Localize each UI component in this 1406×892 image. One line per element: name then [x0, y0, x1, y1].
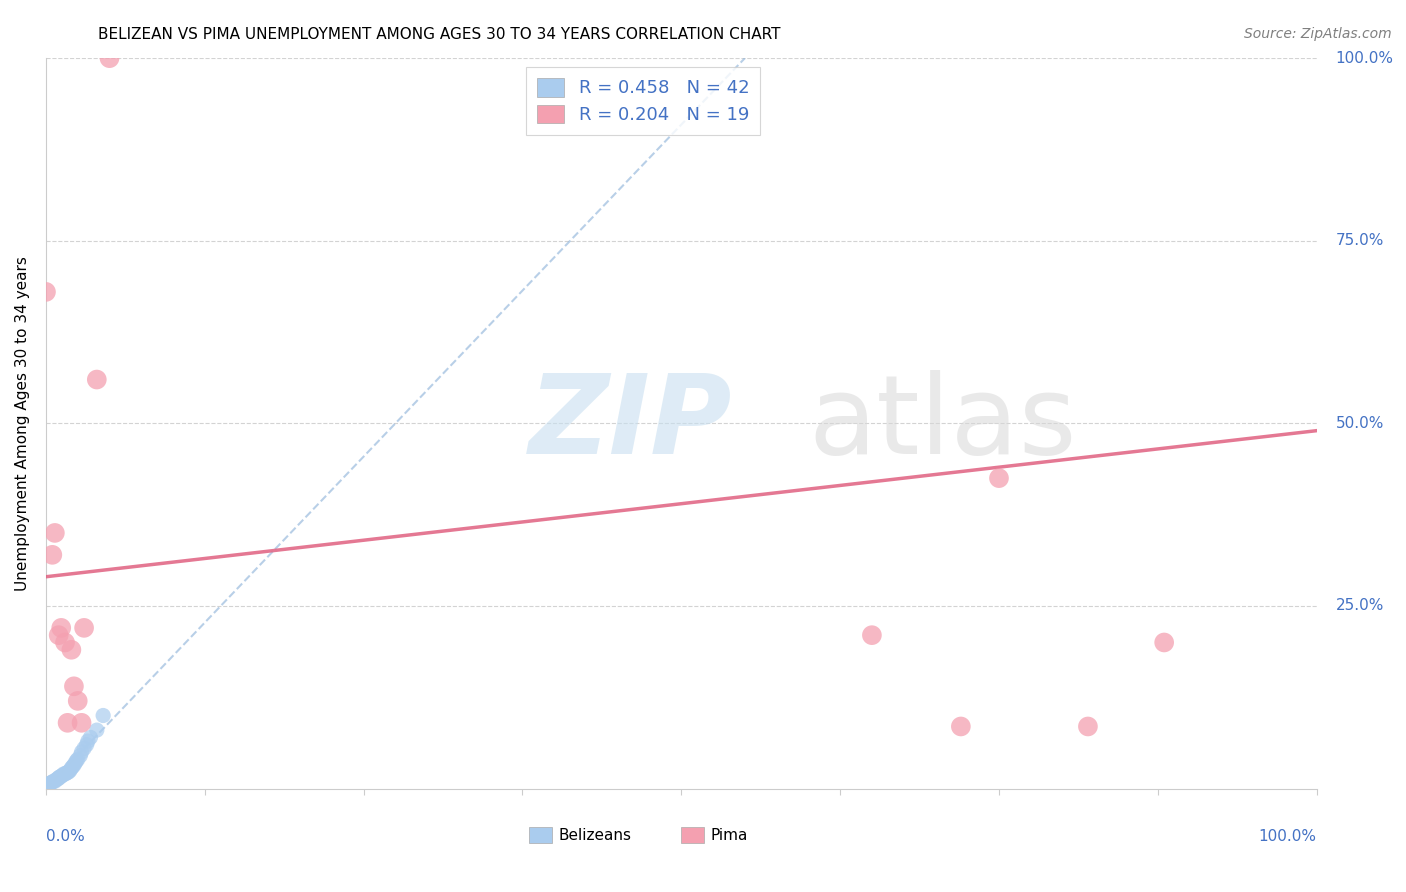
Point: [48, 772, 70, 786]
Point: [51, 621, 73, 635]
Point: [42, 774, 65, 789]
Point: [46, 772, 69, 786]
Point: [79, 731, 101, 745]
Point: [86, 723, 108, 738]
Point: [59, 764, 82, 778]
Point: [49, 770, 72, 784]
Point: [44, 774, 66, 789]
Point: [66, 694, 89, 708]
Point: [48, 771, 70, 785]
Point: [41, 548, 63, 562]
Point: [35, 781, 58, 796]
Text: Belizeans: Belizeans: [558, 828, 631, 843]
Point: [73, 741, 96, 756]
Point: [1153, 635, 1175, 649]
Bar: [682, 827, 704, 843]
Point: [63, 756, 86, 770]
Point: [35, 781, 58, 796]
Point: [91, 708, 114, 723]
Point: [35, 781, 58, 796]
Text: 100.0%: 100.0%: [1258, 829, 1316, 844]
Legend: R = 0.458   N = 42, R = 0.204   N = 19: R = 0.458 N = 42, R = 0.204 N = 19: [526, 67, 761, 135]
Point: [55, 766, 77, 780]
Point: [1077, 719, 1099, 733]
Point: [949, 719, 972, 733]
Point: [44, 525, 66, 540]
Point: [51, 768, 73, 782]
Point: [988, 471, 1011, 485]
Point: [52, 767, 75, 781]
Point: [63, 679, 86, 693]
Y-axis label: Unemployment Among Ages 30 to 34 years: Unemployment Among Ages 30 to 34 years: [15, 256, 30, 591]
Point: [56, 715, 79, 730]
Point: [35, 780, 58, 794]
Point: [66, 752, 89, 766]
Point: [60, 642, 83, 657]
Point: [56, 765, 79, 780]
Text: 100.0%: 100.0%: [1336, 51, 1393, 66]
Point: [70, 715, 93, 730]
Text: 50.0%: 50.0%: [1336, 416, 1384, 431]
Point: [69, 748, 91, 763]
Point: [35, 781, 58, 796]
Point: [48, 628, 70, 642]
Point: [60, 761, 83, 775]
Text: atlas: atlas: [808, 370, 1077, 477]
Bar: [529, 827, 551, 843]
Text: Pima: Pima: [710, 828, 748, 843]
Point: [35, 781, 58, 796]
Point: [53, 767, 76, 781]
Text: 0.0%: 0.0%: [46, 829, 84, 844]
Text: Source: ZipAtlas.com: Source: ZipAtlas.com: [1244, 27, 1392, 41]
Point: [73, 621, 96, 635]
Text: 25.0%: 25.0%: [1336, 599, 1384, 614]
Point: [35, 781, 58, 796]
Point: [35, 781, 58, 796]
Point: [65, 754, 87, 768]
Point: [58, 764, 80, 779]
Text: ZIP: ZIP: [529, 370, 733, 477]
Text: BELIZEAN VS PIMA UNEMPLOYMENT AMONG AGES 30 TO 34 YEARS CORRELATION CHART: BELIZEAN VS PIMA UNEMPLOYMENT AMONG AGES…: [98, 27, 780, 42]
Point: [76, 738, 98, 752]
Point: [860, 628, 883, 642]
Point: [45, 772, 67, 787]
Point: [53, 635, 76, 649]
Point: [35, 285, 58, 299]
Point: [98, 51, 121, 65]
Point: [63, 758, 86, 772]
Point: [39, 775, 62, 789]
Point: [77, 734, 100, 748]
Point: [35, 781, 58, 796]
Point: [62, 759, 84, 773]
Point: [70, 745, 93, 759]
Point: [86, 372, 108, 386]
Point: [35, 778, 58, 792]
Point: [41, 775, 63, 789]
Text: 75.0%: 75.0%: [1336, 234, 1384, 248]
Point: [38, 776, 60, 790]
Point: [51, 769, 73, 783]
